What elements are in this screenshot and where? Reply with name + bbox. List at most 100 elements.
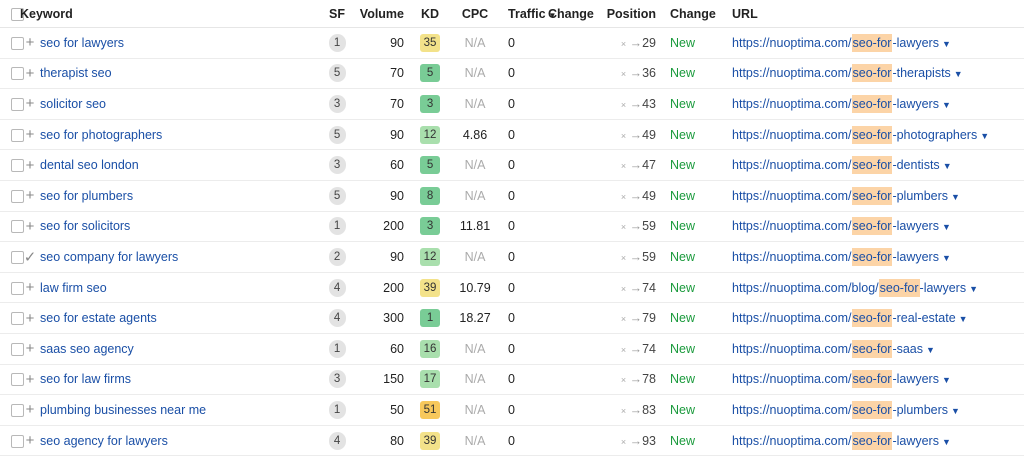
url-link[interactable]: https://nuoptima.com/blog/seo-for-lawyer… [732,278,966,297]
url-link[interactable]: https://nuoptima.com/seo-for-lawyers [732,431,939,450]
url-dropdown-icon[interactable]: ▼ [926,344,935,355]
plus-icon[interactable]: + [25,126,35,144]
url-dropdown-icon[interactable]: ▼ [941,38,951,49]
plus-icon[interactable]: + [25,432,35,450]
serp-features-badge[interactable]: 4 [328,309,346,328]
keyword-link[interactable]: seo company for lawyers [40,249,179,264]
row-checkbox[interactable] [11,434,24,448]
table-row[interactable]: + seo for lawyers 1 90 35 N/A 0 × →29 Ne… [0,27,1024,59]
plus-icon[interactable]: + [25,217,35,235]
row-checkbox[interactable] [11,312,24,326]
plus-icon[interactable]: + [25,64,35,82]
keyword-link[interactable]: seo for law firms [40,372,131,387]
url-dropdown-icon[interactable]: ▼ [941,375,951,386]
keyword-link[interactable]: seo for plumbers [40,188,134,203]
serp-features-badge[interactable]: 3 [328,94,346,113]
keyword-link[interactable]: seo for lawyers [40,35,125,50]
serp-features-badge[interactable]: 5 [328,125,346,144]
table-row[interactable]: + law firm seo 4 200 39 10.79 0 × →74 Ne… [0,272,1024,304]
serp-features-badge[interactable]: 4 [328,278,346,297]
check-icon[interactable]: ✓ [23,248,37,266]
table-row[interactable]: + seo for solicitors 1 200 3 11.81 0 × →… [0,211,1024,243]
row-checkbox[interactable] [11,220,24,234]
row-checkbox[interactable] [11,98,24,112]
keyword-link[interactable]: plumbing businesses near me [40,402,207,417]
url-link[interactable]: https://nuoptima.com/seo-for-lawyers [732,370,939,389]
keyword-link[interactable]: saas seo agency [40,341,134,356]
url-dropdown-icon[interactable]: ▼ [953,69,963,80]
serp-features-badge[interactable]: 3 [328,370,346,389]
plus-icon[interactable]: + [25,34,35,52]
keyword-link[interactable]: dental seo london [40,158,139,173]
plus-icon[interactable]: + [25,309,35,327]
position-header[interactable]: Position [598,0,667,28]
table-row[interactable]: + seo agency for lawyers 4 80 39 N/A 0 ×… [0,425,1024,457]
table-row[interactable]: + seo for plumbers 5 90 8 N/A 0 × →49 Ne… [0,180,1024,212]
traffic-change-header[interactable]: Change [548,0,599,28]
traffic-header[interactable]: Traffic ▼ [502,0,556,28]
serp-features-badge[interactable]: 5 [328,64,346,83]
kd-header[interactable]: KD [412,0,449,28]
sf-header[interactable]: SF [316,0,359,28]
table-row[interactable]: + saas seo agency 1 60 16 N/A 0 × →74 Ne… [0,333,1024,365]
url-dropdown-icon[interactable]: ▼ [958,314,968,325]
table-row[interactable]: + dental seo london 3 60 5 N/A 0 × →47 N… [0,149,1024,181]
row-checkbox[interactable] [11,67,24,81]
url-link[interactable]: https://nuoptima.com/seo-for-lawyers [732,94,939,113]
plus-icon[interactable]: + [25,370,35,388]
serp-features-badge[interactable]: 3 [328,156,346,175]
row-checkbox[interactable] [11,251,24,265]
url-dropdown-icon[interactable]: ▼ [969,283,978,294]
keyword-link[interactable]: solicitor seo [40,96,106,111]
url-link[interactable]: https://nuoptima.com/seo-for-real-estate [732,309,956,328]
table-row[interactable]: + solicitor seo 3 70 3 N/A 0 × →43 New h… [0,88,1024,120]
table-row[interactable]: + seo for law firms 3 150 17 N/A 0 × →78… [0,364,1024,396]
url-link[interactable]: https://nuoptima.com/seo-for-lawyers [732,33,939,52]
url-link[interactable]: https://nuoptima.com/seo-for-dentists [732,156,940,175]
volume-header[interactable]: Volume [358,0,413,28]
url-link[interactable]: https://nuoptima.com/seo-for-lawyers [732,217,939,236]
serp-features-badge[interactable]: 1 [328,33,346,52]
row-checkbox[interactable] [11,373,24,387]
keyword-link[interactable]: seo agency for lawyers [40,433,168,448]
url-link[interactable]: https://nuoptima.com/seo-for-saas [732,339,923,358]
url-dropdown-icon[interactable]: ▼ [941,222,951,233]
url-link[interactable]: https://nuoptima.com/seo-for-plumbers [732,400,948,419]
position-change-header[interactable]: Change [666,0,733,28]
keyword-link[interactable]: seo for estate agents [40,311,157,326]
row-checkbox[interactable] [11,281,24,295]
url-link[interactable]: https://nuoptima.com/seo-for-lawyers [732,247,939,266]
keyword-link[interactable]: seo for photographers [40,127,163,142]
serp-features-badge[interactable]: 1 [328,400,346,419]
plus-icon[interactable]: + [25,95,35,113]
url-dropdown-icon[interactable]: ▼ [951,191,960,202]
table-row[interactable]: + plumbing businesses near me 1 50 51 N/… [0,394,1024,426]
serp-features-badge[interactable]: 2 [328,247,346,266]
url-header[interactable]: URL [732,0,1024,28]
keyword-link[interactable]: seo for solicitors [40,219,131,234]
plus-icon[interactable]: + [25,187,35,205]
serp-features-badge[interactable]: 5 [328,186,346,205]
plus-icon[interactable]: + [25,340,35,358]
serp-features-badge[interactable]: 1 [328,217,346,236]
row-checkbox[interactable] [11,128,24,142]
url-dropdown-icon[interactable]: ▼ [941,436,951,447]
row-checkbox[interactable] [11,189,24,203]
table-row[interactable]: + seo for photographers 5 90 12 4.86 0 ×… [0,119,1024,151]
url-dropdown-icon[interactable]: ▼ [980,130,990,141]
plus-icon[interactable]: + [25,156,35,174]
url-link[interactable]: https://nuoptima.com/seo-for-therapists [732,64,951,83]
serp-features-badge[interactable]: 4 [328,431,346,450]
url-link[interactable]: https://nuoptima.com/seo-for-plumbers [732,186,948,205]
row-checkbox[interactable] [11,404,24,418]
row-checkbox[interactable] [11,342,24,356]
row-checkbox[interactable] [11,36,24,50]
url-link[interactable]: https://nuoptima.com/seo-for-photographe… [732,125,977,144]
plus-icon[interactable]: + [25,401,35,419]
url-dropdown-icon[interactable]: ▼ [941,99,951,110]
url-dropdown-icon[interactable]: ▼ [942,161,952,172]
url-dropdown-icon[interactable]: ▼ [951,405,960,416]
row-checkbox[interactable] [11,159,24,173]
keyword-link[interactable]: therapist seo [40,66,112,81]
plus-icon[interactable]: + [25,279,35,297]
